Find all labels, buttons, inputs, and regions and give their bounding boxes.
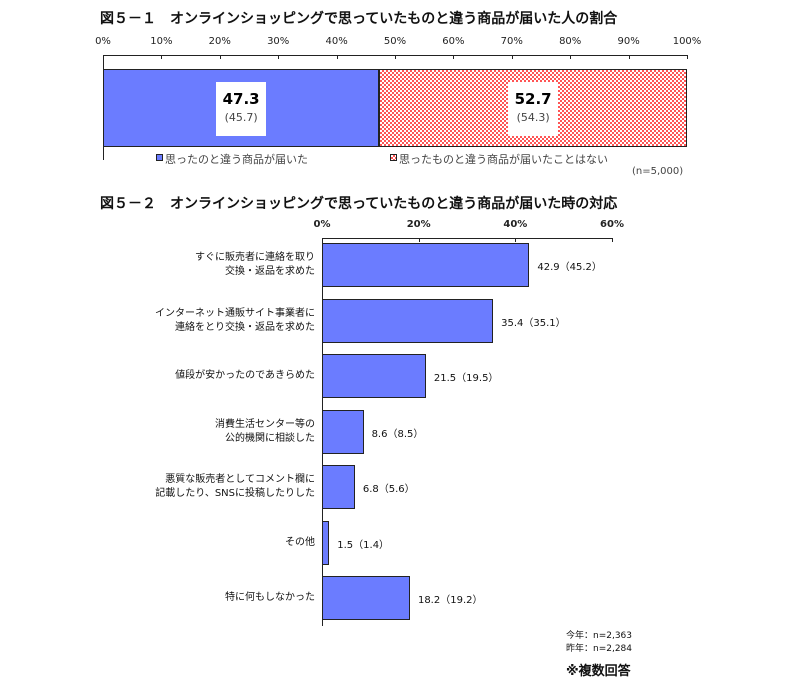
- chart2-category-label: 消費生活センター等の公的機関に相談した: [215, 418, 315, 446]
- category-line: 連絡をとり交換・返品を求めた: [175, 321, 315, 333]
- category-line: 特に何もしなかった: [225, 592, 315, 603]
- chart1-tick-mark: [336, 55, 338, 59]
- prev-value: (54.3): [516, 111, 550, 124]
- legend-label: 思ったのと違う商品が届いた: [165, 153, 308, 166]
- chart2-category-label: 悪質な販売者としてコメント欄に記載したり、SNSに投稿したりした: [155, 473, 315, 501]
- chart2-x-tick: 20%: [406, 219, 431, 230]
- chart2-value-label: 42.9（45.2）: [537, 262, 602, 273]
- chart2-value-label: 1.5（1.4）: [337, 539, 390, 551]
- chart1-x-tick: 80%: [559, 36, 582, 47]
- chart1-title: 図５－１ オンラインショッピングで思っていたものと違う商品が届いた人の割合: [100, 11, 618, 27]
- category-line: 悪質な販売者としてコメント欄に: [165, 474, 315, 485]
- chart2-tick-mark: [612, 238, 613, 242]
- chart1-x-tick: 50%: [383, 36, 407, 47]
- chart2-value-label: 6.8（5.6）: [362, 484, 415, 495]
- chart2-footnote: ※複数回答: [566, 664, 631, 679]
- chart1-x-tick: 70%: [500, 36, 523, 47]
- category-line: すぐに販売者に連絡を取り: [195, 252, 315, 263]
- value: 47.3: [222, 90, 260, 108]
- chart1-note: (n=5,000): [632, 166, 684, 177]
- legend-label: 思ったものと違う商品が届いたことはない: [399, 153, 608, 166]
- chart2-x-tick: 0%: [313, 219, 331, 230]
- prev-value: (45.7): [224, 111, 258, 124]
- chart2-axis: [322, 238, 612, 239]
- category-line: 公的機関に相談した: [225, 432, 315, 444]
- chart1-x-tick: 90%: [617, 36, 640, 47]
- chart2-category-label: 値段が安かったのであきらめた: [175, 369, 315, 383]
- chart1-tick-mark: [628, 55, 630, 59]
- chart1-x-tick: 60%: [442, 36, 465, 47]
- chart2-bar: [322, 409, 364, 454]
- chart2-note: 今年：n=2,363: [566, 631, 633, 641]
- chart1-tick-mark: [278, 55, 280, 59]
- chart2-category-label: その他: [285, 536, 315, 550]
- chart1-tick-mark: [219, 55, 221, 59]
- chart2-bar: [322, 465, 355, 509]
- chart2-value-label: 35.4（35.1）: [501, 317, 566, 329]
- chart1-x-tick: 0%: [95, 36, 111, 47]
- chart1-x-tick: 40%: [325, 36, 348, 47]
- legend-swatch: [156, 154, 163, 161]
- chart2-tick-mark: [418, 238, 420, 242]
- chart1-tick-mark: [570, 55, 572, 59]
- chart1-data-label: 47.3 (45.7): [216, 82, 267, 136]
- chart1-tick-mark: [161, 55, 163, 59]
- chart2-tick-mark: [515, 238, 517, 242]
- chart1-x-tick: 10%: [150, 36, 173, 47]
- category-line: 消費生活センター等の: [215, 418, 315, 430]
- chart2-bar: [322, 576, 410, 620]
- chart1-x-tick: 20%: [208, 36, 231, 47]
- chart2-title: 図５－２ オンラインショッピングで思っていたものと違う商品が届いた時の対応: [100, 196, 618, 212]
- chart2-x-tick: 40%: [503, 219, 528, 230]
- chart2-category-label: すぐに販売者に連絡を取り交換・返品を求めた: [195, 251, 315, 279]
- chart2-category-label: 特に何もしなかった: [225, 591, 315, 605]
- chart1-tick-mark: [395, 55, 396, 59]
- chart2-value-label: 18.2（19.2）: [417, 595, 483, 606]
- chart1-tick-mark: [453, 55, 455, 59]
- chart1-tick-mark: [687, 55, 688, 59]
- category-line: 記載したり、SNSに投稿したりした: [155, 488, 315, 499]
- category-line: インターネット通販サイト事業者に: [155, 307, 315, 319]
- chart2-value-label: 21.5（19.5）: [433, 373, 499, 384]
- chart2-bar: [322, 354, 426, 398]
- chart2-x-tick: 60%: [600, 219, 624, 230]
- chart2-bar: [322, 243, 530, 287]
- category-line: 値段が安かったのであきらめた: [175, 370, 315, 381]
- chart1-x-tick: 30%: [267, 36, 290, 47]
- chart1-tick-mark: [511, 55, 513, 59]
- chart1-x-tick: 100%: [672, 36, 702, 47]
- value: 52.7: [514, 90, 552, 108]
- chart2-category-label: インターネット通販サイト事業者に連絡をとり交換・返品を求めた: [155, 307, 315, 335]
- chart2-value-label: 8.6（8.5）: [371, 428, 424, 440]
- legend-swatch: [390, 154, 397, 161]
- category-line: その他: [285, 536, 315, 548]
- chart2-bar: [322, 520, 330, 565]
- category-line: 交換・返品を求めた: [225, 266, 315, 277]
- chart2-note: 昨年：n=2,284: [566, 644, 633, 654]
- chart1-data-label: 52.7 (54.3): [508, 82, 559, 136]
- chart1-axis: [103, 55, 687, 56]
- chart2-bar: [322, 298, 494, 343]
